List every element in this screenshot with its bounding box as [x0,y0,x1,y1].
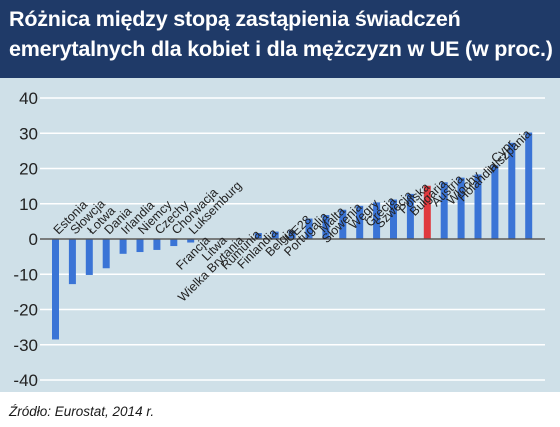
bar [423,185,431,239]
bar [85,239,93,275]
bar [254,233,262,239]
bar [406,193,414,239]
bar [491,165,499,239]
bar [440,182,448,239]
bar [153,239,161,250]
plot-background [0,78,560,392]
y-tick-label: -20 [13,301,38,320]
bar [288,230,296,239]
chart-title: Różnica między stopą zastąpienia świadcz… [9,7,553,61]
bar [68,239,76,285]
bar [390,199,397,239]
bar [187,239,195,243]
bar [339,209,347,239]
bar [508,142,516,239]
source-note: Źródło: Eurostat, 2014 r. [9,404,155,419]
bar [322,215,330,239]
y-tick-label: 10 [19,195,38,214]
title-banner: Różnica między stopą zastąpienia świadcz… [0,0,560,78]
y-tick-label: 40 [19,89,38,108]
bar [170,239,178,247]
bar [102,239,110,269]
bar [305,218,313,239]
bar [119,239,127,254]
y-tick-label: 20 [19,160,38,179]
bar [457,177,465,239]
bar-chart: 403020100-10-20-30-40EstoniaSłowcjaŁotwa… [13,89,545,390]
y-tick-label: -30 [13,336,38,355]
bar [373,202,381,239]
bar [525,132,533,239]
bar [136,239,144,253]
bar [271,231,279,239]
y-tick-label: 30 [19,124,38,143]
bar [474,174,482,239]
bar [52,239,59,340]
y-tick-label: -40 [13,371,38,390]
bar [356,205,364,239]
y-tick-label: -10 [13,265,38,284]
y-tick-label: 0 [29,230,38,249]
